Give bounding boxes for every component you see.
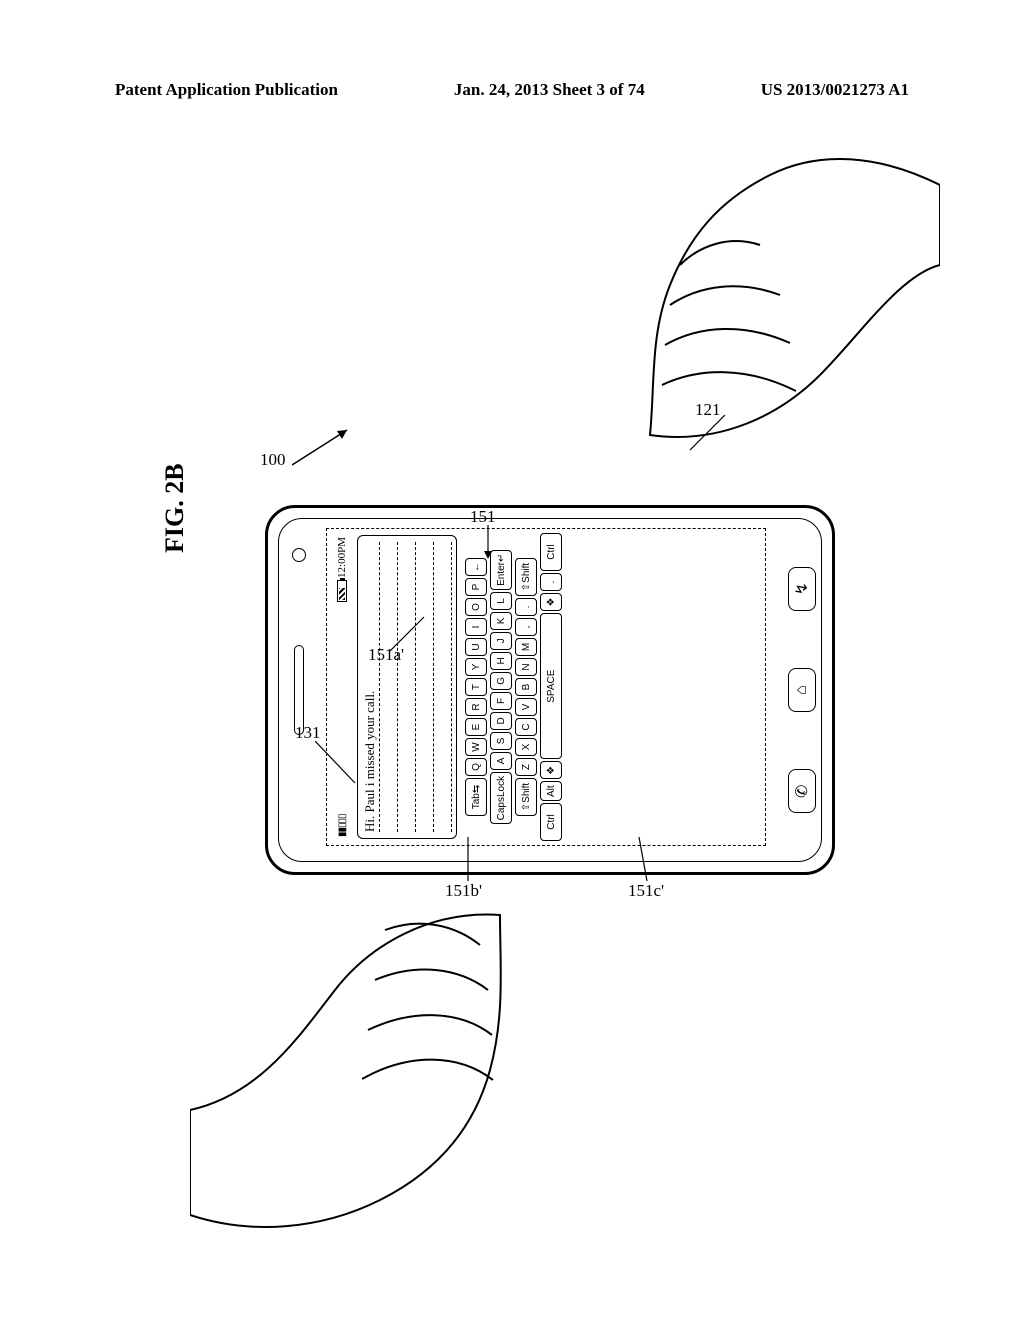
key-tab[interactable]: Tab⇆ [465,778,487,816]
ref-100: 100 [260,450,286,470]
key-e[interactable]: E [465,718,487,736]
ref-151: 151 [470,507,496,527]
key-capslock[interactable]: CapsLock [490,772,512,824]
key-g[interactable]: G [490,672,512,690]
ref-100-arrow [292,425,362,485]
ref-151-lead [478,525,508,565]
key-p[interactable]: P [465,578,487,596]
key-t[interactable]: T [465,678,487,696]
key-k[interactable]: K [490,612,512,630]
header-center: Jan. 24, 2013 Sheet 3 of 74 [454,80,645,100]
key-ctrl-left[interactable]: Ctrl [540,803,562,841]
battery-icon [337,580,347,602]
key-v[interactable]: V [515,698,537,716]
key-b[interactable]: B [515,678,537,696]
ref-151a-lead [390,613,430,653]
key-row-3: ⇧Shift Z X C V B N M , . ⇧Shift [515,533,537,841]
ref-151c: 151c' [628,881,664,901]
key-m[interactable]: M [515,638,537,656]
key-row-2: CapsLock A S D F G H J K L Enter↵ [490,533,512,841]
key-ctrl-right[interactable]: Ctrl [540,533,562,571]
key-s[interactable]: S [490,732,512,750]
key-x[interactable]: X [515,738,537,756]
key-dot[interactable]: . [540,573,562,591]
mobile-device: ▮▮▯▯▯ 12:00PM Hi. Paul i missed your cal… [265,505,835,875]
battery-indicator: 12:00PM [336,537,348,602]
hand-top-outline [520,145,940,565]
key-q[interactable]: Q [465,758,487,776]
key-i[interactable]: I [465,618,487,636]
front-camera [292,548,306,562]
ref-131: 131 [295,723,321,743]
key-shift-right[interactable]: ⇧Shift [515,558,537,596]
key-o[interactable]: O [465,598,487,616]
header-right: US 2013/0021273 A1 [761,80,909,100]
ref-121-lead [685,415,735,455]
ref-131-lead [315,741,365,791]
key-w[interactable]: W [465,738,487,756]
key-a[interactable]: A [490,752,512,770]
key-row-4: Ctrl Alt ❖ SPACE ❖ . Ctrl [540,533,562,841]
key-z[interactable]: Z [515,758,537,776]
touchscreen[interactable]: ▮▮▯▯▯ 12:00PM Hi. Paul i missed your cal… [326,528,766,846]
key-d[interactable]: D [490,712,512,730]
key-n[interactable]: N [515,658,537,676]
soft-keyboard: Tab⇆ Q W E R T Y U I O P ← CapsLock A S [465,533,761,841]
message-input-area[interactable]: Hi. Paul i missed your call. [357,535,457,839]
key-period[interactable]: . [515,598,537,616]
key-comma[interactable]: , [515,618,537,636]
call-button[interactable]: ✆ [788,769,816,813]
key-os-right[interactable]: ❖ [540,593,562,611]
key-f[interactable]: F [490,692,512,710]
home-button[interactable]: ⌂ [788,668,816,712]
figure-drawing: 100 ▮▮▯▯▯ 12:00PM Hi. Paul i missed your… [220,145,920,1225]
ref-151b-lead [460,833,490,883]
figure-label: FIG. 2B [160,463,190,553]
key-h[interactable]: H [490,652,512,670]
key-row-1: Tab⇆ Q W E R T Y U I O P ← [465,533,487,841]
key-l[interactable]: L [490,592,512,610]
key-space[interactable]: SPACE [540,613,562,759]
signal-icon: ▮▮▯▯▯ [337,814,348,837]
key-alt[interactable]: Alt [540,781,562,801]
status-bar: ▮▮▯▯▯ 12:00PM [331,533,353,841]
key-shift-left[interactable]: ⇧Shift [515,778,537,816]
header-left: Patent Application Publication [115,80,338,100]
end-call-button[interactable]: ↯ [788,567,816,611]
key-y[interactable]: Y [465,658,487,676]
earpiece [294,645,304,735]
key-r[interactable]: R [465,698,487,716]
hardware-buttons: ✆ ⌂ ↯ [788,538,816,842]
key-c[interactable]: C [515,718,537,736]
ref-151c-lead [635,833,665,883]
clock-time: 12:00PM [336,537,348,578]
key-os-left[interactable]: ❖ [540,761,562,779]
key-j[interactable]: J [490,632,512,650]
ref-151b: 151b' [445,881,482,901]
key-u[interactable]: U [465,638,487,656]
